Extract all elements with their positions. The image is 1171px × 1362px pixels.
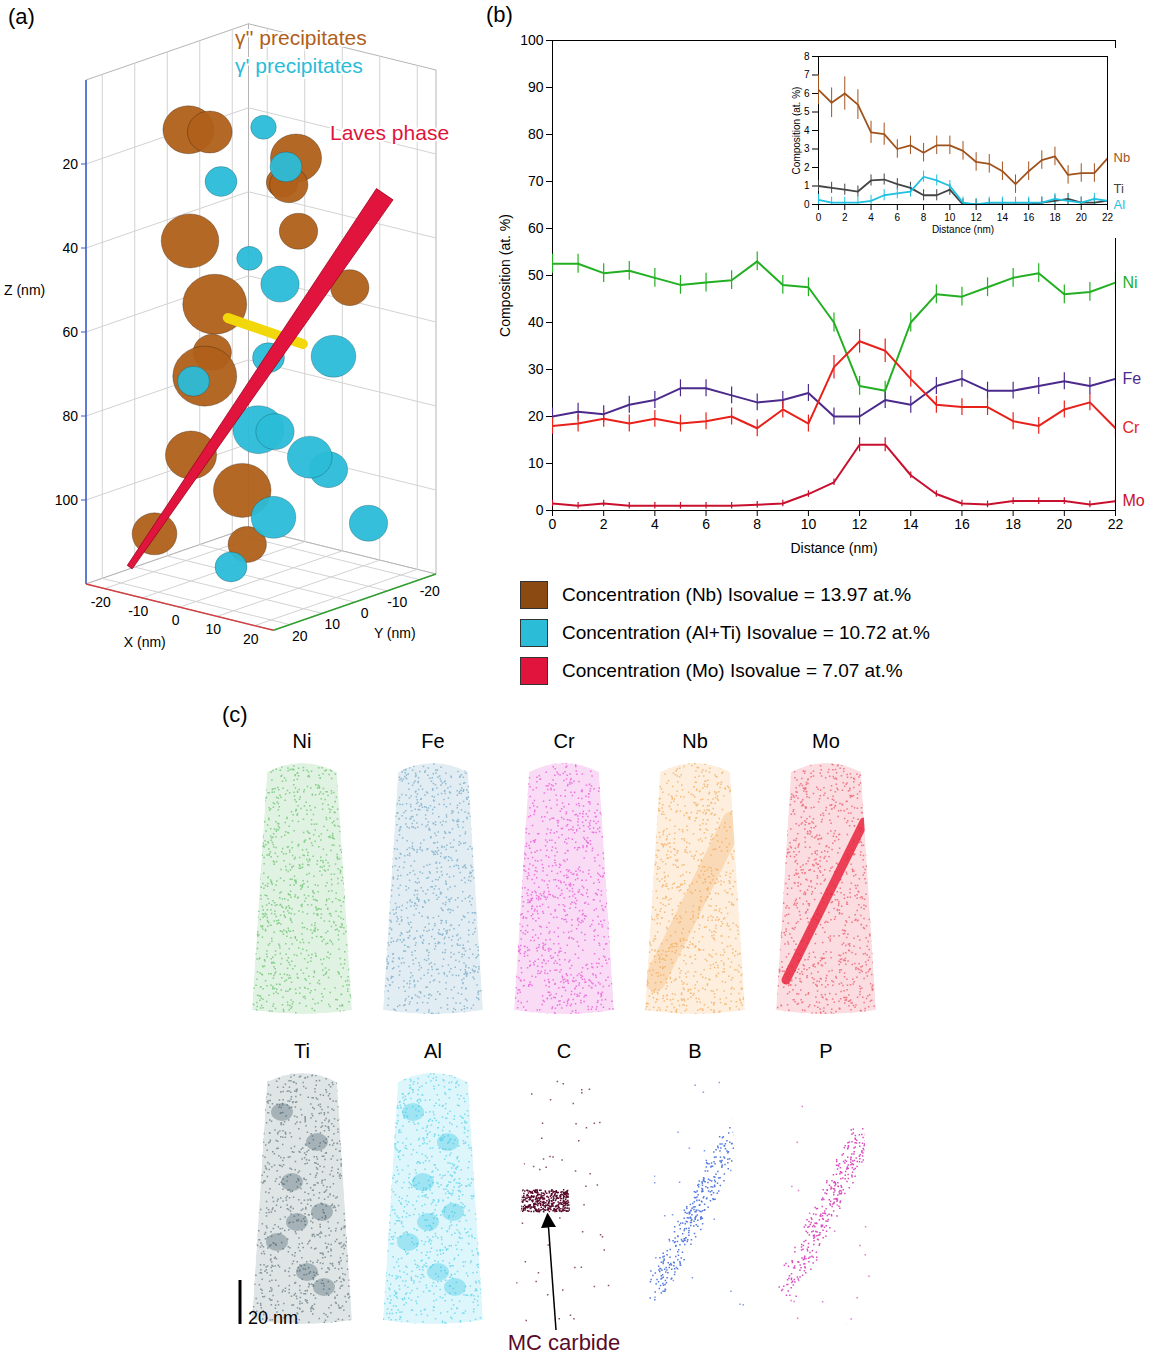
svg-text:100: 100 <box>520 32 544 48</box>
svg-text:Ni: Ni <box>1123 274 1138 291</box>
svg-text:Ni: Ni <box>293 730 312 752</box>
svg-text:40: 40 <box>62 240 78 256</box>
svg-text:22: 22 <box>1108 516 1124 532</box>
svg-text:60: 60 <box>528 220 544 236</box>
svg-text:Cr: Cr <box>1123 419 1141 436</box>
svg-text:8: 8 <box>753 516 761 532</box>
svg-text:Fe: Fe <box>421 730 444 752</box>
svg-text:5: 5 <box>804 106 810 117</box>
svg-text:0: 0 <box>816 212 822 223</box>
svg-text:10: 10 <box>324 616 340 632</box>
svg-text:Distance (nm): Distance (nm) <box>932 224 994 235</box>
svg-text:0: 0 <box>172 612 180 628</box>
svg-text:Distance (nm): Distance (nm) <box>790 540 877 556</box>
svg-text:C: C <box>557 1040 571 1062</box>
svg-text:Nb: Nb <box>682 730 708 752</box>
svg-text:4: 4 <box>868 212 874 223</box>
svg-text:Mo: Mo <box>812 730 840 752</box>
svg-text:16: 16 <box>1023 212 1035 223</box>
svg-text:16: 16 <box>954 516 970 532</box>
svg-text:14: 14 <box>997 212 1009 223</box>
svg-text:20: 20 <box>528 408 544 424</box>
svg-text:2: 2 <box>842 212 848 223</box>
svg-text:70: 70 <box>528 173 544 189</box>
svg-text:0: 0 <box>361 605 369 621</box>
svg-text:6: 6 <box>804 88 810 99</box>
svg-text:22: 22 <box>1102 212 1114 223</box>
svg-text:4: 4 <box>804 125 810 136</box>
svg-text:Ti: Ti <box>294 1040 310 1062</box>
svg-text:10: 10 <box>528 455 544 471</box>
svg-text:2: 2 <box>804 162 810 173</box>
html-text:Concentration (Al+Ti) Isovalue: Concentration (Al+Ti) Isovalue = 10.72 a… <box>562 622 930 643</box>
html-text:Concentration (Nb) Isovalue =: Concentration (Nb) Isovalue = 13.97 at.% <box>562 584 912 605</box>
svg-text:12: 12 <box>852 516 868 532</box>
svg-text:90: 90 <box>528 79 544 95</box>
svg-text:B: B <box>688 1040 701 1062</box>
svg-text:20 nm: 20 nm <box>248 1308 298 1328</box>
svg-text:Composition (at. %): Composition (at. %) <box>791 87 802 175</box>
svg-text:30: 30 <box>528 361 544 377</box>
html-text:Concentration (Mo) Isovalue =: Concentration (Mo) Isovalue = 7.07 at.% <box>562 660 903 681</box>
svg-text:20: 20 <box>292 628 308 644</box>
svg-text:Cr: Cr <box>553 730 574 752</box>
svg-text:MC carbide: MC carbide <box>508 1330 620 1355</box>
svg-text:12: 12 <box>971 212 983 223</box>
svg-text:10: 10 <box>801 516 817 532</box>
svg-text:-20: -20 <box>91 594 111 610</box>
svg-text:0: 0 <box>804 199 810 210</box>
svg-text:10: 10 <box>205 621 221 637</box>
svg-text:80: 80 <box>62 408 78 424</box>
svg-text:1: 1 <box>804 180 810 191</box>
svg-text:100: 100 <box>55 492 79 508</box>
svg-text:0: 0 <box>536 502 544 518</box>
svg-text:40: 40 <box>528 314 544 330</box>
svg-text:Z (nm): Z (nm) <box>4 282 45 298</box>
svg-text:-10: -10 <box>128 603 148 619</box>
svg-text:2: 2 <box>600 516 608 532</box>
svg-text:Fe: Fe <box>1123 370 1142 387</box>
svg-text:20: 20 <box>62 156 78 172</box>
svg-text:3: 3 <box>804 143 810 154</box>
svg-text:γ' precipitates: γ' precipitates <box>235 54 363 77</box>
svg-text:Ti: Ti <box>1114 181 1124 196</box>
svg-text:Al: Al <box>1114 197 1126 212</box>
svg-text:Al: Al <box>424 1040 442 1062</box>
svg-text:4: 4 <box>651 516 659 532</box>
svg-text:18: 18 <box>1049 212 1061 223</box>
svg-text:7: 7 <box>804 69 810 80</box>
svg-text:γ'' precipitates: γ'' precipitates <box>235 26 367 49</box>
svg-text:X (nm): X (nm) <box>124 634 166 650</box>
svg-text:80: 80 <box>528 126 544 142</box>
svg-text:Mo: Mo <box>1123 492 1145 509</box>
svg-text:10: 10 <box>944 212 956 223</box>
svg-text:50: 50 <box>528 267 544 283</box>
svg-text:60: 60 <box>62 324 78 340</box>
svg-text:-10: -10 <box>387 594 407 610</box>
svg-text:(c): (c) <box>222 702 248 727</box>
svg-text:P: P <box>819 1040 832 1062</box>
svg-text:Y (nm): Y (nm) <box>374 625 416 641</box>
svg-text:8: 8 <box>921 212 927 223</box>
svg-text:18: 18 <box>1005 516 1021 532</box>
svg-text:14: 14 <box>903 516 919 532</box>
svg-text:6: 6 <box>702 516 710 532</box>
svg-text:6: 6 <box>895 212 901 223</box>
svg-text:(a): (a) <box>8 4 35 29</box>
svg-text:20: 20 <box>1076 212 1088 223</box>
svg-text:20: 20 <box>243 631 259 647</box>
svg-text:0: 0 <box>549 516 557 532</box>
svg-text:20: 20 <box>1057 516 1073 532</box>
html-text:(b): (b) <box>486 2 513 27</box>
svg-text:Composition (at. %): Composition (at. %) <box>497 214 513 337</box>
svg-text:Laves phase: Laves phase <box>330 121 449 144</box>
svg-text:8: 8 <box>804 51 810 62</box>
svg-text:Nb: Nb <box>1114 150 1131 165</box>
svg-text:-20: -20 <box>420 583 440 599</box>
